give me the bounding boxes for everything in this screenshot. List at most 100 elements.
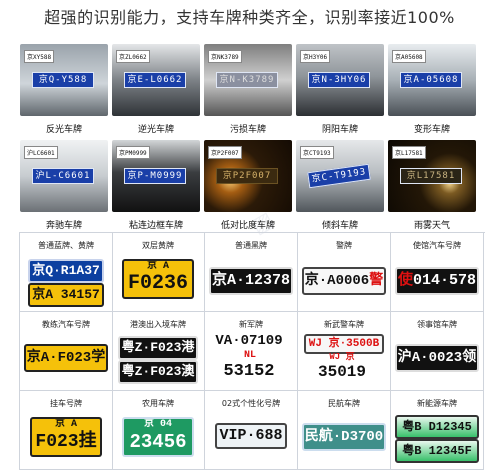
plate-text: 使 bbox=[397, 272, 413, 289]
plate-cell-consulate: 领事馆车牌 沪A·0023领 bbox=[391, 312, 484, 391]
plate-line: 粤B D12345 bbox=[395, 415, 479, 439]
photo-plate: 京A-05608 bbox=[400, 72, 462, 88]
plate-suffix: 警 bbox=[369, 273, 384, 289]
plate-cell-coach: 教练汽车号牌 京A·F023学 bbox=[19, 312, 113, 391]
plate-text: 京·A0006 bbox=[304, 273, 370, 289]
plate-cell-ordinary: 普通蓝牌、黄牌 京Q·R1A37 京A 34157 bbox=[19, 233, 113, 312]
photo-caption: 粘连边框车牌 bbox=[128, 221, 183, 231]
plate-line: 京 A bbox=[30, 417, 102, 431]
plate-cell-double-yellow: 双层黄牌 京 A F0236 bbox=[112, 233, 205, 312]
plate-line: 使014·578 bbox=[395, 267, 479, 295]
photo-plate: 京N-K3789 bbox=[216, 72, 278, 88]
plate-label: 新能源车牌 bbox=[417, 399, 457, 408]
photo-border-stuck: 京PM0999 京P-M0999 粘连边框车牌 bbox=[112, 140, 200, 233]
photo-caption: 变形车牌 bbox=[413, 125, 450, 135]
plate-line: 京A·F023学 bbox=[24, 344, 108, 372]
plate-line: 京Q·R1A37 bbox=[28, 259, 104, 283]
plate-line: 23456 bbox=[122, 429, 194, 457]
photo-plate: 京P-M0999 bbox=[124, 168, 186, 184]
photo-tag: 京NK3789 bbox=[208, 50, 242, 63]
plate-line: 京·A0006警 bbox=[302, 267, 386, 295]
photo-tilted: 京CT9193 京C-T9193 倾斜车牌 bbox=[296, 140, 384, 233]
photo-caption: 逆光车牌 bbox=[137, 125, 174, 135]
plate-line: VIP·688 bbox=[215, 423, 287, 449]
plate-label: 警牌 bbox=[336, 241, 352, 250]
plate-cell-civil-aviation: 民航车牌 民航·D3700 bbox=[298, 391, 391, 470]
plate-line: WJ 京 bbox=[329, 352, 355, 362]
photo-rain-fog: 京L17581 京L17581 雨雾天气 bbox=[388, 140, 476, 233]
plate-cell-embassy: 使馆汽车号牌 使014·578 bbox=[391, 233, 484, 312]
photo-caption: 污损车牌 bbox=[229, 125, 266, 135]
plate-label: 新武警车牌 bbox=[324, 320, 364, 329]
plate-line: 粤Z·F023港 bbox=[118, 336, 198, 360]
plate-label: 农用车牌 bbox=[142, 399, 174, 408]
photo-plate: 京P2F007 bbox=[216, 168, 278, 184]
photo-tag: 京H3Y06 bbox=[300, 50, 331, 63]
plate-cell-police: 警牌 京·A0006警 bbox=[298, 233, 391, 312]
plate-cell-black: 普通黑牌 京A·12378 bbox=[205, 233, 298, 312]
plate-suffix: 014·578 bbox=[413, 272, 477, 289]
plate-cell-hk-macau: 港澳出入境车牌 粤Z·F023港 粤Z·F023澳 bbox=[112, 312, 205, 391]
plate-line: F023挂 bbox=[30, 429, 102, 457]
photo-tag: 京ZL0662 bbox=[116, 50, 150, 63]
photo-plate: 京C-T9193 bbox=[307, 163, 371, 189]
plate-label: 使馆汽车号牌 bbox=[413, 241, 461, 250]
photo-tag: 京CT9193 bbox=[300, 146, 334, 159]
plate-label: 双层黄牌 bbox=[142, 241, 174, 250]
photo-backlit: 京ZL0662 京E-L0662 逆光车牌 bbox=[112, 44, 200, 137]
photo-plate: 京Q-Y588 bbox=[32, 72, 94, 88]
photo-shadow: 京H3Y06 京N-3HY06 阴阳车牌 bbox=[296, 44, 384, 137]
photo-plate: 京N-3HY06 bbox=[308, 72, 370, 88]
plate-line: WJ 京·3500B bbox=[304, 334, 384, 354]
photo-plate: 沪L-C6601 bbox=[32, 168, 94, 184]
plate-label: 02式个性化号牌 bbox=[221, 399, 281, 408]
photo-caption: 奔驰车牌 bbox=[45, 221, 82, 231]
plate-label: 民航车牌 bbox=[328, 399, 360, 408]
plate-label: 教练汽车号牌 bbox=[42, 320, 90, 329]
plate-label: 领事馆车牌 bbox=[417, 320, 457, 329]
photo-tag: 京L17581 bbox=[392, 146, 426, 159]
plate-cell-agricultural: 农用车牌 京 04 23456 bbox=[112, 391, 205, 470]
plate-line: VA·07109 bbox=[215, 333, 283, 349]
plate-cell-trailer: 挂车号牌 京 A F023挂 bbox=[19, 391, 113, 470]
plate-label: 新军牌 bbox=[239, 320, 263, 329]
plate-line: 粤B 12345F bbox=[395, 439, 479, 463]
plate-cell-military: 新军牌 VA·07109 NL 53152 bbox=[205, 312, 298, 391]
plate-line: 京A·12378 bbox=[209, 267, 293, 295]
plate-cell-new-energy: 新能源车牌 粤B D12345 粤B 12345F bbox=[391, 391, 484, 470]
photo-caption: 反光车牌 bbox=[45, 125, 82, 135]
photo-low-contrast: 京P2F007 京P2F007 低对比度车牌 bbox=[204, 140, 292, 233]
headline: 超强的识别能力，支持车牌种类齐全，识别率接近100% bbox=[44, 8, 455, 27]
plate-label: 普通蓝牌、黄牌 bbox=[38, 241, 94, 250]
photo-tag: 京P2F007 bbox=[208, 146, 242, 159]
plate-line: 民航·D3700 bbox=[302, 423, 386, 451]
photo-caption: 雨雾天气 bbox=[413, 221, 450, 231]
plate-line: NL bbox=[243, 350, 256, 361]
plate-label: 挂车号牌 bbox=[50, 399, 82, 408]
plate-cell-armed-police: 新武警车牌 WJ 京·3500B WJ 京 35019 bbox=[298, 312, 391, 391]
photo-plate: 京L17581 bbox=[400, 168, 462, 184]
plate-cell-personalized: 02式个性化号牌 VIP·688 bbox=[205, 391, 298, 470]
plate-label: 港澳出入境车牌 bbox=[130, 320, 186, 329]
plate-line: 京A 34157 bbox=[28, 283, 104, 307]
plate-line: 35019 bbox=[317, 363, 366, 381]
photo-deformed: 京A05608 京A-05608 变形车牌 bbox=[388, 44, 476, 137]
photo-tag: 沪LC6601 bbox=[24, 146, 58, 159]
photo-plate: 京E-L0662 bbox=[124, 72, 186, 88]
photo-tag: 京A05608 bbox=[392, 50, 426, 63]
plate-line: 京 A bbox=[122, 259, 194, 273]
plate-line: 沪A·0023领 bbox=[395, 344, 479, 372]
photo-caption: 低对比度车牌 bbox=[220, 221, 275, 231]
photo-tag: 京PM0999 bbox=[116, 146, 150, 159]
plate-label: 普通黑牌 bbox=[235, 241, 267, 250]
photo-caption: 倾斜车牌 bbox=[321, 221, 358, 231]
photo-dirty: 京NK3789 京N-K3789 污损车牌 bbox=[204, 44, 292, 137]
plate-line: 53152 bbox=[223, 362, 275, 381]
plate-type-grid: 普通蓝牌、黄牌 京Q·R1A37 京A 34157 双层黄牌 京 A F0236… bbox=[19, 232, 485, 470]
plate-line: F0236 bbox=[122, 271, 194, 299]
photo-reflective: 京XY588 京Q-Y588 反光车牌 bbox=[20, 44, 108, 137]
plate-line: 京 04 bbox=[122, 417, 194, 431]
photo-tag: 京XY588 bbox=[24, 50, 55, 63]
photo-caption: 阴阳车牌 bbox=[321, 125, 358, 135]
photo-mercedes: 沪LC6601 沪L-C6601 奔驰车牌 bbox=[20, 140, 108, 233]
